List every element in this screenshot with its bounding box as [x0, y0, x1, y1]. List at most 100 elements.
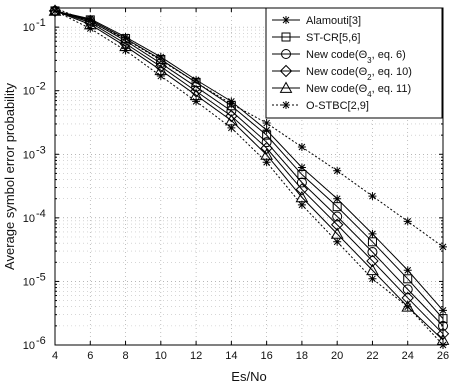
marker-star [403, 217, 412, 226]
y-tick-label: 10 [23, 213, 35, 225]
marker-square [367, 237, 377, 247]
legend-entry: Alamouti[3] [272, 15, 361, 27]
marker-square [281, 32, 291, 42]
marker-star [86, 24, 95, 33]
marker-circle [332, 211, 343, 222]
y-tick-exponent: -1 [36, 17, 46, 29]
marker-diamond [189, 85, 203, 98]
series-4 [48, 4, 450, 341]
marker-circle [402, 284, 413, 295]
marker-star [368, 192, 377, 201]
marker-triangle [366, 263, 379, 276]
marker-star [333, 194, 342, 203]
x-tick-label: 4 [52, 350, 58, 362]
series-layer [48, 4, 450, 349]
legend-label: O-STBC[2,9] [306, 100, 369, 112]
legend-label: Alamouti[3] [306, 15, 361, 27]
series-line [54, 10, 444, 319]
marker-star [297, 200, 306, 209]
y-tick-exponent: -5 [36, 271, 46, 283]
marker-circle [296, 177, 307, 188]
y-tick-exponent: -3 [36, 144, 46, 156]
marker-star [368, 274, 377, 283]
x-tick-label: 14 [225, 350, 237, 362]
marker-circle [261, 137, 272, 148]
marker-diamond [260, 141, 273, 155]
y-axis-label: Average symbol error probability [2, 83, 17, 270]
marker-diamond [330, 218, 344, 231]
marker-star [282, 101, 290, 109]
marker-star [333, 237, 342, 246]
marker-star [368, 229, 377, 238]
marker-square [226, 101, 236, 111]
series-line [54, 10, 444, 327]
x-tick-label: 18 [296, 350, 308, 362]
marker-diamond [225, 109, 238, 123]
marker-star [282, 16, 290, 24]
y-tick-label: 10 [23, 149, 35, 161]
y-tick-label: 10 [23, 276, 35, 288]
series-line-upper-dotted [54, 7, 444, 248]
x-axis-label: Es/No [231, 369, 266, 384]
marker-diamond [295, 183, 309, 196]
marker-star [156, 72, 165, 81]
series-line [54, 10, 444, 311]
x-tick-label: 10 [155, 350, 167, 362]
marker-star [121, 46, 130, 55]
marker-triangle [401, 300, 415, 312]
legend-entry: New code(Θ2, eq. 10) [272, 64, 412, 82]
marker-star [156, 52, 165, 61]
marker-star [227, 123, 236, 132]
marker-diamond [279, 64, 293, 78]
legend-entry: ST-CR[5,6] [272, 32, 360, 44]
series-line [54, 10, 444, 346]
x-axis-ticks: 4 6 8 10 12 14 16 18 20 22 24 26 [52, 8, 449, 362]
x-tick-label: 6 [87, 350, 93, 362]
x-tick-label: 8 [122, 350, 128, 362]
marker-diamond [154, 60, 168, 73]
marker-star [262, 119, 271, 128]
marker-triangle [279, 81, 293, 93]
x-tick-label: 16 [261, 350, 273, 362]
legend-entry: New code(Θ4, eq. 11) [272, 81, 411, 99]
marker-square [332, 202, 342, 212]
legend-label: ST-CR[5,6] [306, 32, 360, 44]
x-tick-label: 24 [402, 350, 414, 362]
marker-square [403, 274, 413, 284]
legend-entry: New code(Θ3, eq. 6) [272, 49, 406, 65]
marker-star [403, 302, 412, 311]
x-tick-label: 26 [437, 350, 449, 362]
marker-star [262, 158, 271, 167]
marker-star [192, 97, 201, 106]
legend: Alamouti[3] ST-CR[5,6] New code(Θ3, eq. 6)… [265, 7, 443, 119]
legend-label: New code(Θ3, eq. 6) [306, 49, 406, 65]
marker-diamond [366, 254, 379, 268]
y-tick-label: 10 [23, 340, 35, 352]
y-tick-label: 10 [23, 22, 35, 34]
y-tick-exponent: -2 [36, 81, 46, 93]
plot-frame [54, 7, 444, 346]
x-tick-label: 12 [190, 350, 202, 362]
legend-label: New code(Θ4, eq. 11) [306, 83, 411, 99]
marker-circle [367, 247, 378, 258]
marker-star [297, 163, 306, 172]
marker-star [262, 126, 271, 135]
series-line [54, 10, 444, 335]
marker-star [297, 143, 306, 152]
y-tick-exponent: -4 [36, 208, 46, 220]
legend-entry: O-STBC[2,9] [272, 100, 369, 112]
series-line [54, 10, 444, 341]
legend-label: New code(Θ2, eq. 10) [306, 66, 412, 82]
y-tick-exponent: -6 [36, 335, 46, 347]
marker-star [403, 266, 412, 275]
marker-star [121, 32, 130, 41]
x-tick-label: 22 [366, 350, 378, 362]
marker-square [297, 170, 307, 180]
y-tick-label: 10 [23, 86, 35, 98]
marker-circle [281, 49, 291, 59]
marker-star [333, 166, 342, 175]
marker-square [262, 130, 272, 140]
x-tick-label: 20 [331, 350, 343, 362]
marker-star [192, 75, 201, 84]
